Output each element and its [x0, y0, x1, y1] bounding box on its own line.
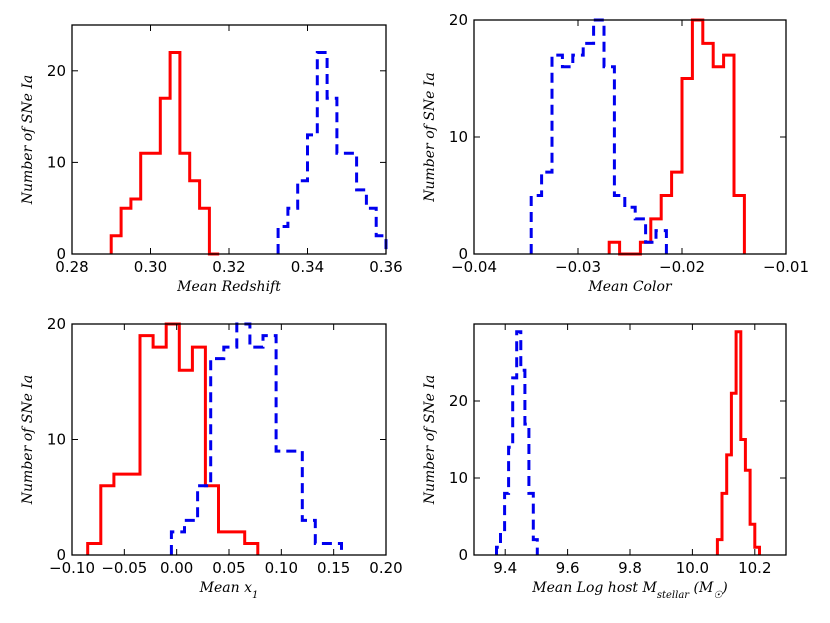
histogram-red-color: [607, 18, 746, 256]
y-tick-label: 10: [47, 153, 66, 171]
x-axis-label-redshift: Mean Redshift: [176, 279, 281, 295]
x-tick-label: 0.34: [291, 258, 324, 276]
y-tick-label: 10: [449, 128, 468, 146]
x-tick-label: 0.20: [369, 559, 402, 577]
x-tick-label: 0.00: [160, 559, 193, 577]
y-axis-label-color: Number of SNe Ia: [422, 72, 438, 202]
x-axis-label-color: Mean Color: [587, 279, 672, 295]
x-tick-label: −0.02: [659, 258, 705, 276]
x-tick-label: 0.28: [55, 258, 88, 276]
y-tick-label: 0: [56, 546, 66, 564]
y-tick-label: 20: [449, 392, 468, 410]
histogram-blue-x1: [169, 322, 343, 555]
histogram-blue-mass: [495, 330, 539, 555]
panel-mass: 9.4 9.6 9.8 10.0 10.2 0 10 20 Mean Log host Mste…: [422, 323, 787, 601]
x-tick-label: 9.8: [618, 559, 642, 577]
x-axis-label-mass: Mean Log host Mstellar (M☉): [531, 580, 728, 601]
axes-frame-redshift: [71, 24, 387, 255]
y-axis-label-mass: Number of SNe Ia: [422, 375, 438, 505]
x-tick-label: 0.05: [212, 559, 245, 577]
panel-color: −0.04 −0.03 −0.02 −0.01 0 10 20 Mean Color Numbe…: [422, 11, 809, 295]
y-tick-label: 20: [47, 315, 66, 333]
y-tick-label: 10: [449, 469, 468, 487]
x-tick-label: 0.15: [317, 559, 350, 577]
x-axis-label-x1: Mean x1: [199, 580, 259, 601]
x-tick-label: 0.30: [134, 258, 167, 276]
y-tick-label: 0: [56, 245, 66, 263]
x-tick-label: −0.05: [101, 559, 147, 577]
axes-frame-x1: [71, 323, 387, 556]
x-tick-label: 9.4: [493, 559, 517, 577]
x-tick-label: 0.36: [369, 258, 402, 276]
y-tick-label: 20: [47, 62, 66, 80]
x-tick-label: 10.0: [676, 559, 709, 577]
histogram-blue-redshift: [276, 51, 388, 254]
histogram-red-mass: [715, 330, 761, 555]
x-tick-label: −0.04: [451, 258, 497, 276]
x-tick-label: 0.32: [212, 258, 245, 276]
panel-x1: −0.10 −0.05 0.00 0.05 0.10 0.15 0.20 0 10 20 Mean …: [20, 315, 403, 601]
x-tick-label: 10.2: [738, 559, 771, 577]
x-tick-label: 9.6: [556, 559, 580, 577]
axes-frame-color: [473, 19, 787, 255]
y-tick-label: 0: [458, 245, 468, 263]
x-tick-label: 0.10: [265, 559, 298, 577]
y-tick-label: 0: [458, 546, 468, 564]
y-tick-label: 10: [47, 431, 66, 449]
x-tick-label: −0.01: [763, 258, 809, 276]
y-axis-label-x1: Number of SNe Ia: [20, 375, 36, 505]
y-tick-label: 20: [449, 11, 468, 29]
x-tick-label: −0.03: [555, 258, 601, 276]
histogram-blue-color: [529, 18, 668, 254]
histogram-red-x1: [86, 322, 260, 555]
panel-redshift: 0.28 0.30 0.32 0.34 0.36 0 10 20 Mean Redshift Nu…: [20, 24, 403, 295]
x-tick-label: −0.10: [49, 559, 95, 577]
histogram-red-redshift: [109, 51, 220, 256]
y-axis-label-redshift: Number of SNe Ia: [20, 75, 36, 205]
